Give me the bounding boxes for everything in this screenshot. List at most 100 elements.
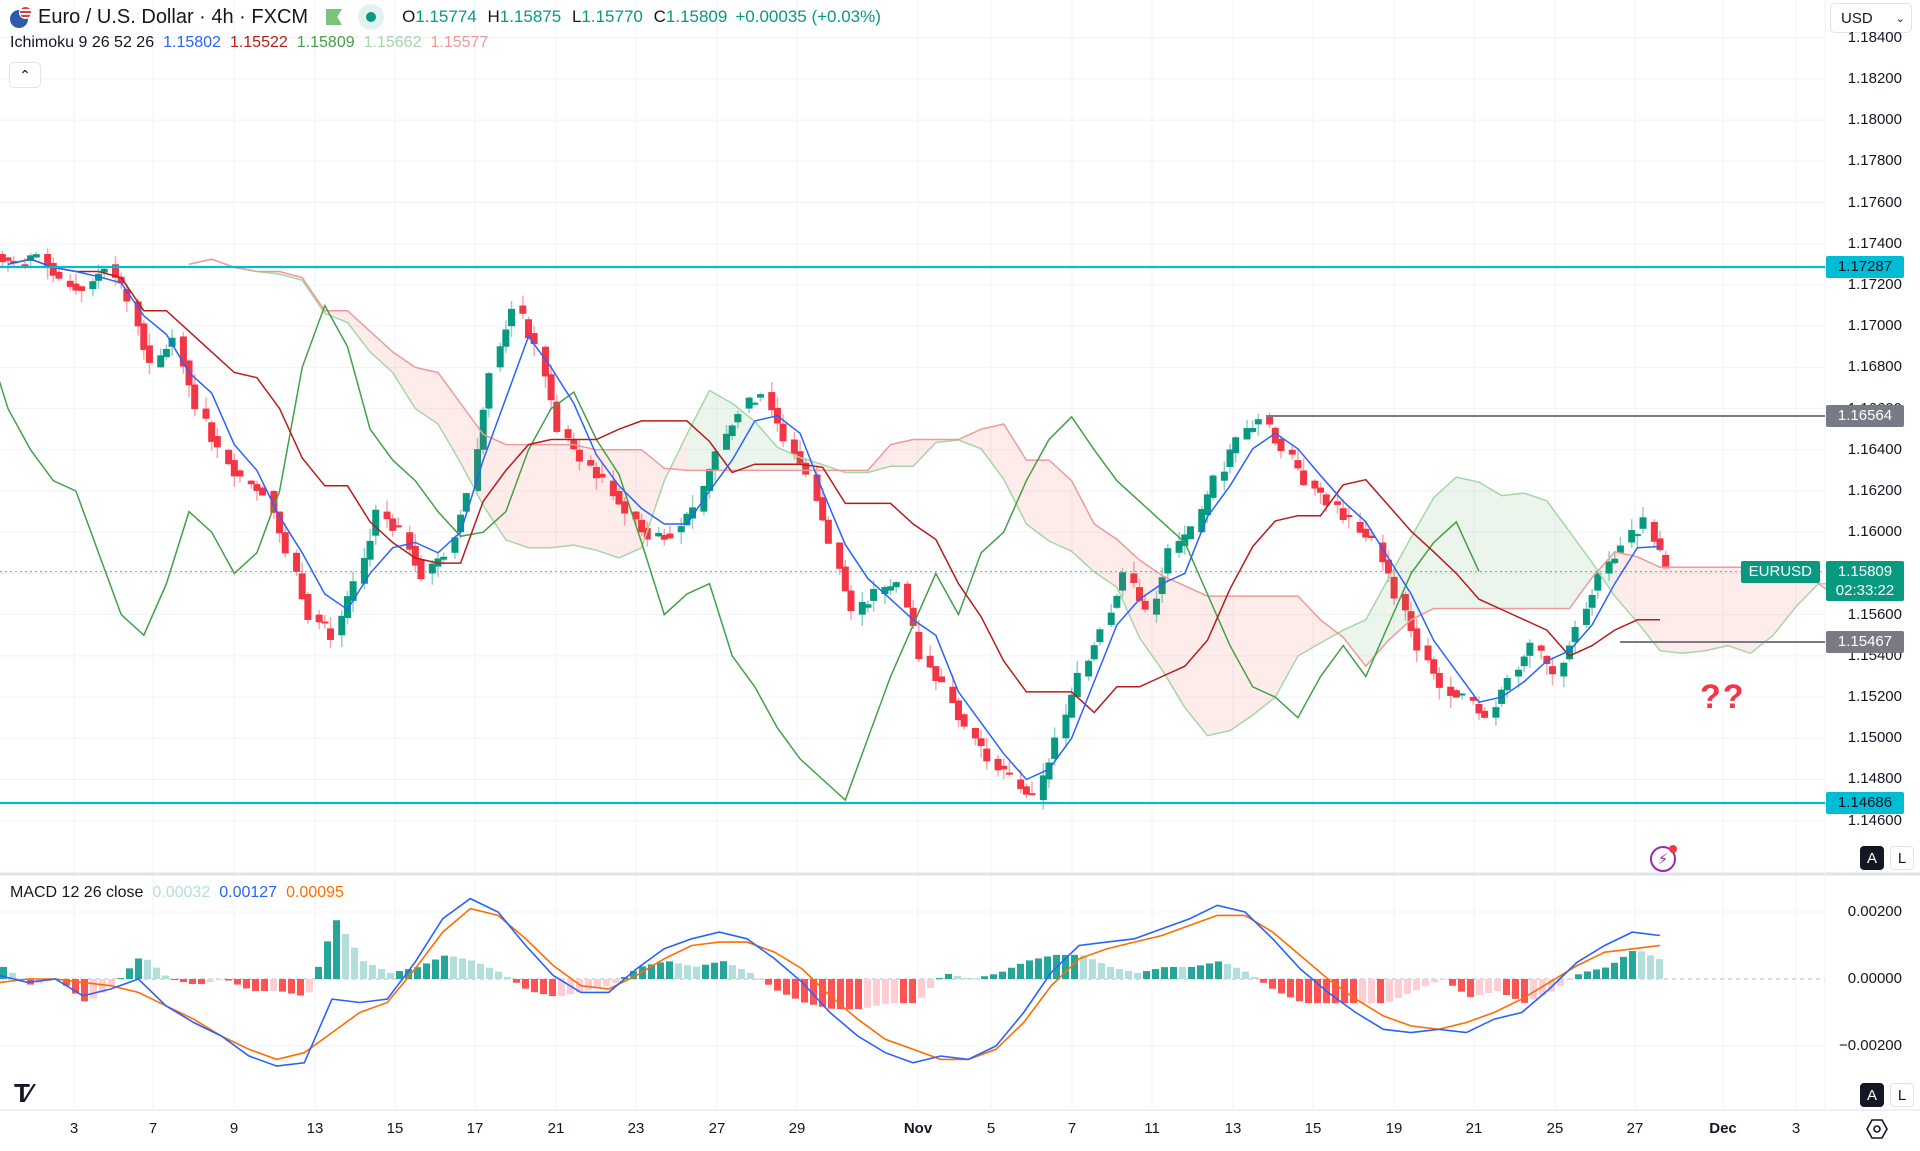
time-axis-label: 13 (1224, 1120, 1242, 1137)
price-axis-label: 1.17200 (1847, 275, 1902, 293)
time-axis-label: Dec (1709, 1120, 1737, 1137)
time-axis-label: 21 (1465, 1120, 1483, 1137)
ichimoku-base-value: 1.15522 (229, 34, 288, 51)
price-axis-label: 1.14800 (1847, 770, 1902, 788)
price-axis-label: 1.15600 (1847, 605, 1902, 623)
currency-select[interactable]: USD ⌄ (1830, 3, 1912, 33)
price-axis-label: 1.16800 (1847, 358, 1902, 376)
price-axis-label: 1.16000 (1847, 523, 1902, 541)
price-axis-label: 1.18000 (1847, 111, 1902, 129)
chevron-up-icon: ⌃ (19, 66, 31, 83)
auto-scale-button[interactable]: A (1860, 846, 1884, 870)
price-axis-label: 1.17800 (1847, 152, 1902, 170)
price-axis-label: 1.17000 (1847, 317, 1902, 335)
macd-line-value: 0.00127 (219, 884, 278, 901)
collapse-legend-button[interactable]: ⌃ (9, 62, 41, 88)
time-axis-label: 3 (69, 1120, 79, 1137)
ichimoku-conversion-value: 1.15802 (163, 34, 221, 51)
open-value: 1.15774 (415, 7, 477, 26)
time-axis-label: 15 (1304, 1120, 1322, 1137)
currency-value: USD (1841, 9, 1873, 27)
symbol-header: Euro / U.S. Dollar · 4h · FXCM O1.15774 … (10, 4, 881, 30)
level-price-tag[interactable]: 1.16564 (1826, 404, 1904, 427)
last-price-value: 1.15809 (1837, 563, 1893, 580)
close-label: C (653, 7, 666, 26)
price-axis-label: 1.18200 (1847, 69, 1902, 87)
price-axis-label: 1.15000 (1847, 729, 1902, 747)
time-axis-label: 29 (788, 1120, 806, 1137)
symbol-price-label: EURUSD (1740, 561, 1820, 583)
ichimoku-name[interactable]: Ichimoku 9 26 52 26 (10, 34, 155, 51)
market-status-icon[interactable] (358, 4, 385, 30)
ichimoku-lead2-value: 1.15577 (430, 34, 489, 51)
settings-gear-icon[interactable] (1866, 1118, 1888, 1140)
time-axis-label: 5 (986, 1120, 996, 1137)
macd-legend[interactable]: MACD 12 26 close 0.00032 0.00127 0.00095 (10, 884, 353, 902)
ohlc-values: O1.15774 H1.15875 L1.15770 C1.15809 (396, 7, 727, 27)
macd-axis-label: −0.00200 (1839, 1037, 1902, 1054)
time-axis-label: 15 (386, 1120, 404, 1137)
tradingview-logo[interactable]: T⁄ (14, 1078, 31, 1108)
ichimoku-legend[interactable]: Ichimoku 9 26 52 26 1.15802 1.15522 1.15… (10, 34, 497, 52)
macd-signal-value: 0.00095 (286, 884, 344, 901)
time-axis-label: 25 (1546, 1120, 1564, 1137)
time-axis-label: 17 (466, 1120, 484, 1137)
macd-name[interactable]: MACD 12 26 close (10, 884, 144, 901)
time-axis-label: 27 (708, 1120, 726, 1137)
macd-line (0, 897, 1661, 1067)
ichimoku-base-line (7, 258, 1660, 714)
price-change: +0.00035 (+0.03%) (735, 7, 881, 26)
macd-log-scale-button[interactable]: L (1890, 1083, 1914, 1107)
bar-countdown: 02:33:22 (1835, 582, 1895, 599)
low-value: 1.15770 (581, 7, 643, 26)
low-label: L (571, 7, 582, 26)
macd-histogram-value: 0.00032 (152, 884, 211, 901)
time-axis-label: 7 (1067, 1120, 1077, 1137)
ichimoku-lagging-line (0, 303, 1480, 802)
high-label: H (487, 7, 500, 26)
symbol-title[interactable]: Euro / U.S. Dollar · 4h · FXCM (38, 5, 309, 28)
eur-usd-flag-icon (10, 6, 32, 28)
level-price-tag[interactable]: 1.15467 (1826, 631, 1904, 654)
time-axis-label: 23 (627, 1120, 645, 1137)
ichimoku-cloud (188, 258, 1842, 737)
price-axis-label: 1.15200 (1847, 688, 1902, 706)
open-label: O (402, 7, 416, 26)
log-scale-button[interactable]: L (1890, 846, 1914, 870)
candles (0, 248, 1670, 810)
macd-axis-label: 0.00200 (1847, 903, 1902, 920)
grid (0, 0, 1825, 1108)
price-axis-label: 1.18400 (1847, 28, 1902, 46)
level-price-tag[interactable]: 1.14686 (1826, 791, 1904, 814)
horizontal-levels[interactable] (0, 265, 1825, 805)
macd-signal-line (0, 907, 1661, 1061)
macd-pane (0, 897, 1663, 1067)
ichimoku-conversion-line (7, 258, 1661, 781)
high-value: 1.15875 (499, 7, 562, 26)
price-axis-label: 1.17600 (1847, 193, 1902, 211)
time-axis-label: Nov (903, 1120, 933, 1137)
time-axis-label: 9 (229, 1120, 239, 1137)
ichimoku-lead1-value: 1.15662 (363, 34, 422, 51)
time-axis-label: 3 (1791, 1120, 1801, 1137)
level-price-tag[interactable]: 1.17287 (1826, 256, 1904, 278)
macd-axis-label: 0.00000 (1847, 970, 1902, 987)
time-axis-label: 19 (1385, 1120, 1403, 1137)
price-axis-label: 1.17400 (1847, 234, 1902, 252)
time-axis-label: 11 (1144, 1120, 1160, 1137)
flag-icon[interactable] (326, 9, 343, 25)
price-axis-label: 1.14600 (1847, 811, 1902, 829)
ichimoku-lagging-value: 1.15809 (296, 34, 355, 51)
price-axis-label: 1.16400 (1847, 440, 1902, 458)
lightning-icon[interactable]: ⚡ (1650, 845, 1677, 872)
macd-auto-scale-button[interactable]: A (1860, 1083, 1884, 1107)
time-axis-label: 21 (547, 1120, 565, 1137)
question-marks-annotation[interactable]: ?? (1700, 678, 1746, 716)
price-axis-label: 1.16200 (1847, 481, 1902, 499)
time-axis-label: 13 (306, 1120, 324, 1137)
chevron-down-icon: ⌄ (1895, 12, 1905, 25)
close-value: 1.15809 (665, 7, 728, 26)
time-axis-label: 7 (148, 1120, 158, 1137)
